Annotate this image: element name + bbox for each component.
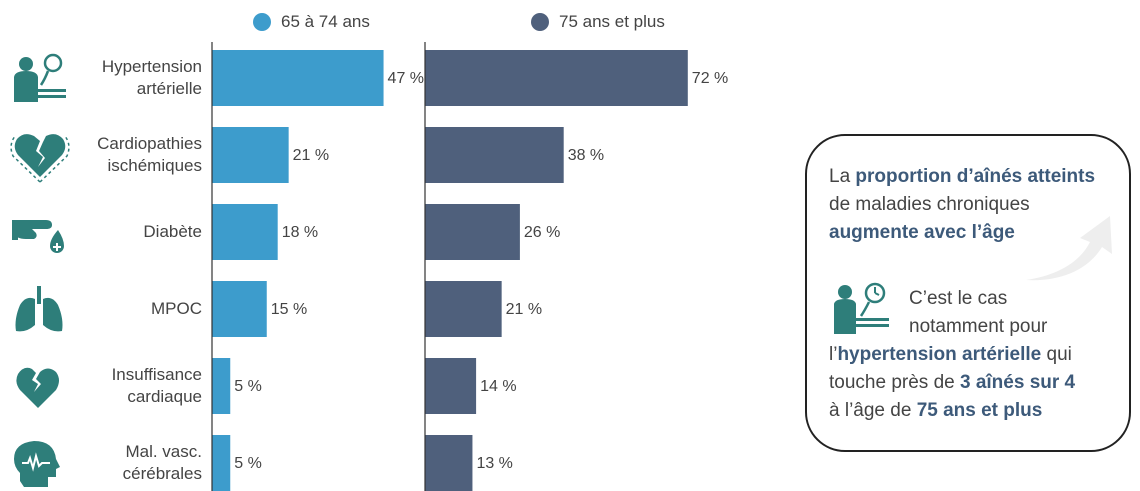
blood-pressure-icon: [834, 282, 889, 334]
bar-65-74-0: [212, 50, 384, 106]
bar-75-plus-3: [425, 281, 502, 337]
category-label-4: Insuffisance cardiaque: [112, 364, 202, 408]
category-label-line: artérielle: [136, 79, 202, 98]
bar-65-74-5: [212, 435, 231, 491]
category-label-line: Hypertension: [101, 57, 202, 76]
category-label-line: Cardiopathies: [97, 134, 202, 153]
callout-line-7: touche près de 3 aînés sur 4: [829, 372, 1076, 393]
callout-line-4: C’est le cas: [909, 288, 1008, 309]
legend-item-65-74: 65 à 74 ans: [253, 12, 370, 32]
callout-line-1: La proportion d’aînés atteints: [829, 166, 1096, 187]
bar-75-plus-0: [425, 50, 688, 106]
category-label-line: Insuffisance: [111, 365, 202, 384]
bar-65-74-4: [212, 358, 231, 414]
data-label-75-plus-5: 13 %: [476, 455, 512, 472]
data-label-65-74-1: 21 %: [293, 147, 329, 164]
category-label-1: Cardiopathies ischémiques: [97, 133, 202, 177]
category-label-0: Hypertension artérielle: [102, 56, 202, 100]
bar-65-74-1: [212, 127, 289, 183]
data-label-65-74-5: 5 %: [234, 455, 262, 472]
data-label-75-plus-2: 26 %: [524, 224, 560, 241]
heart-icon: [16, 367, 59, 408]
callout-box: La proportion d’aînés atteints de maladi…: [805, 134, 1131, 452]
callout-line-2: de maladies chroniques: [829, 194, 1030, 215]
glucose-finger-icon: [12, 220, 64, 253]
bar-75-plus-2: [425, 204, 520, 260]
legend-label-65-74: 65 à 74 ans: [281, 12, 370, 31]
data-label-65-74-2: 18 %: [282, 224, 318, 241]
data-label-75-plus-1: 38 %: [568, 147, 604, 164]
category-label-line: Mal. vasc.: [125, 442, 202, 461]
data-label-65-74-0: 47 %: [388, 70, 424, 87]
bar-75-plus-4: [425, 358, 477, 414]
category-label-2: Diabète: [143, 221, 202, 243]
category-label-line: cardiaque: [127, 387, 202, 406]
bar-65-74-2: [212, 204, 278, 260]
data-label-75-plus-3: 21 %: [506, 301, 542, 318]
legend-swatch-75-plus: [531, 13, 549, 31]
category-label-line: MPOC: [151, 299, 202, 318]
callout-line-5: notamment pour: [909, 316, 1048, 337]
data-label-65-74-4: 5 %: [234, 378, 262, 395]
category-label-3: MPOC: [151, 298, 202, 320]
category-label-line: cérébrales: [122, 464, 202, 483]
category-label-line: Diabète: [143, 222, 202, 241]
brain-head-icon: [14, 441, 60, 487]
data-label-75-plus-0: 72 %: [692, 70, 728, 87]
category-label-line: ischémiques: [107, 156, 203, 175]
bar-75-plus-5: [425, 435, 473, 491]
legend-item-75-plus: 75 ans et plus: [531, 12, 665, 32]
data-label-75-plus-4: 14 %: [480, 378, 516, 395]
callout-line-8: à l’âge de 75 ans et plus: [829, 400, 1043, 421]
category-label-5: Mal. vasc. cérébrales: [123, 441, 202, 485]
legend-swatch-65-74: [253, 13, 271, 31]
legend-label-75-plus: 75 ans et plus: [559, 12, 665, 31]
bar-75-plus-1: [425, 127, 564, 183]
data-label-65-74-3: 15 %: [271, 301, 307, 318]
curved-arrow-icon: [1026, 216, 1112, 281]
broken-heart-icon: [10, 134, 70, 183]
blood-pressure-icon: [14, 53, 66, 102]
lungs-icon: [15, 286, 63, 332]
chart: 47 % 21 % 18 % 15 % 5 % 5 % 72 % 38 % 26 % 21 % 14…: [10, 42, 728, 491]
bar-65-74-3: [212, 281, 267, 337]
callout-line-6: l’hypertension artérielle qui: [829, 344, 1072, 365]
callout-line-3: augmente avec l’âge: [829, 222, 1015, 243]
category-labels: Hypertension artérielle Cardiopathies isché…: [0, 0, 202, 491]
